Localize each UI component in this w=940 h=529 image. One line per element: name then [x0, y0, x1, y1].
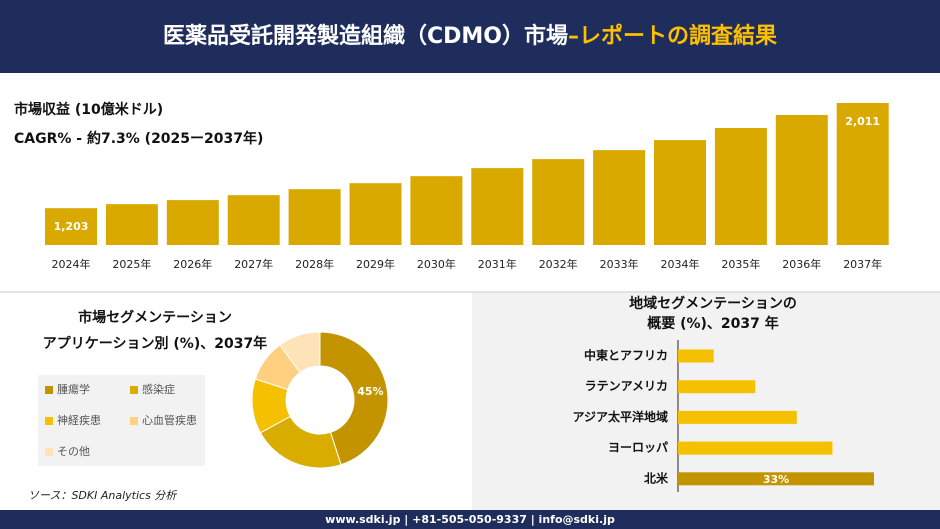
x-tick-label: 2027年	[234, 257, 273, 271]
bar	[45, 208, 97, 245]
chart-title: 市場セグメンテーション	[78, 309, 232, 326]
footer: www.sdki.jp | +81-505-050-9337 | info@sd…	[325, 513, 615, 526]
footer-bar	[0, 510, 940, 529]
x-tick-label: 2034年	[661, 257, 700, 271]
title-main: 医薬品受託開発製造組織（CDMO）市場	[163, 23, 568, 49]
bar	[166, 200, 219, 245]
header-bar	[0, 0, 940, 73]
bar	[593, 150, 646, 245]
bar	[678, 441, 833, 455]
x-tick-label: 2030年	[417, 257, 456, 271]
x-tick-label: 2029年	[356, 257, 395, 271]
chart-title: アプリケーション別 (%)、2037年	[43, 335, 267, 352]
category-label: 北米	[644, 470, 669, 485]
bar	[410, 176, 463, 245]
x-tick-label: 2036年	[782, 257, 821, 271]
legend-label: 神経疾患	[57, 413, 101, 427]
category-label: ラテンアメリカ	[585, 379, 668, 393]
value-label: 33%	[763, 473, 789, 486]
chart-subtitle: 市場収益 (10億米ドル)	[14, 101, 163, 118]
bar	[836, 103, 889, 245]
source: ソース：SDKI Analytics 分析	[28, 489, 178, 502]
legend-swatch	[45, 417, 53, 425]
x-tick-label: 2024年	[52, 257, 91, 271]
bar	[471, 168, 524, 245]
value-label: 1,203	[54, 220, 89, 233]
x-tick-label: 2032年	[539, 257, 578, 271]
bar	[714, 127, 767, 245]
legend-swatch	[130, 386, 138, 394]
x-tick-label: 2026年	[173, 257, 212, 271]
value-label: 2,011	[845, 115, 880, 128]
bar	[678, 472, 874, 486]
donut-segment	[319, 331, 389, 466]
chart-title: 地域セグメンテーションの	[629, 295, 797, 312]
bar	[678, 410, 797, 424]
value-label: 45%	[357, 385, 383, 398]
legend-label: 腫瘍学	[57, 382, 90, 396]
legend-label: 心血管疾患	[142, 413, 197, 427]
chart-title: 概要 (%)、2037 年	[647, 315, 779, 332]
category-label: 中東とアフリカ	[584, 348, 668, 363]
bar	[227, 195, 280, 245]
legend-label: その他	[57, 445, 90, 458]
legend-box	[38, 375, 205, 466]
legend-swatch	[45, 448, 53, 456]
category-label: アジア太平洋地域	[572, 409, 668, 424]
bar	[678, 349, 714, 363]
x-tick-label: 2031年	[478, 257, 517, 271]
bar	[678, 380, 756, 394]
category-label: ヨーロッパ	[608, 441, 668, 455]
header-title: 医薬品受託開発製造組織（CDMO）市場–レポートの調査結果	[163, 23, 777, 49]
legend-label: 感染症	[142, 382, 175, 396]
x-tick-label: 2033年	[600, 257, 639, 271]
bar	[288, 189, 341, 245]
bar	[532, 159, 585, 245]
legend-swatch	[45, 386, 53, 394]
bar	[105, 204, 158, 245]
title-accent: –レポートの調査結果	[568, 23, 777, 49]
bar	[654, 140, 706, 245]
x-tick-label: 2025年	[112, 257, 151, 271]
x-tick-label: 2037年	[843, 257, 882, 271]
bar	[775, 114, 828, 245]
chart-subtitle: CAGR% - 約7.3% (2025ー2037年)	[14, 130, 263, 147]
bar	[349, 183, 402, 245]
x-tick-label: 2035年	[721, 257, 760, 271]
divider	[0, 291, 940, 293]
donut-segment	[279, 331, 321, 374]
legend-swatch	[130, 417, 138, 425]
x-tick-label: 2028年	[295, 257, 334, 271]
